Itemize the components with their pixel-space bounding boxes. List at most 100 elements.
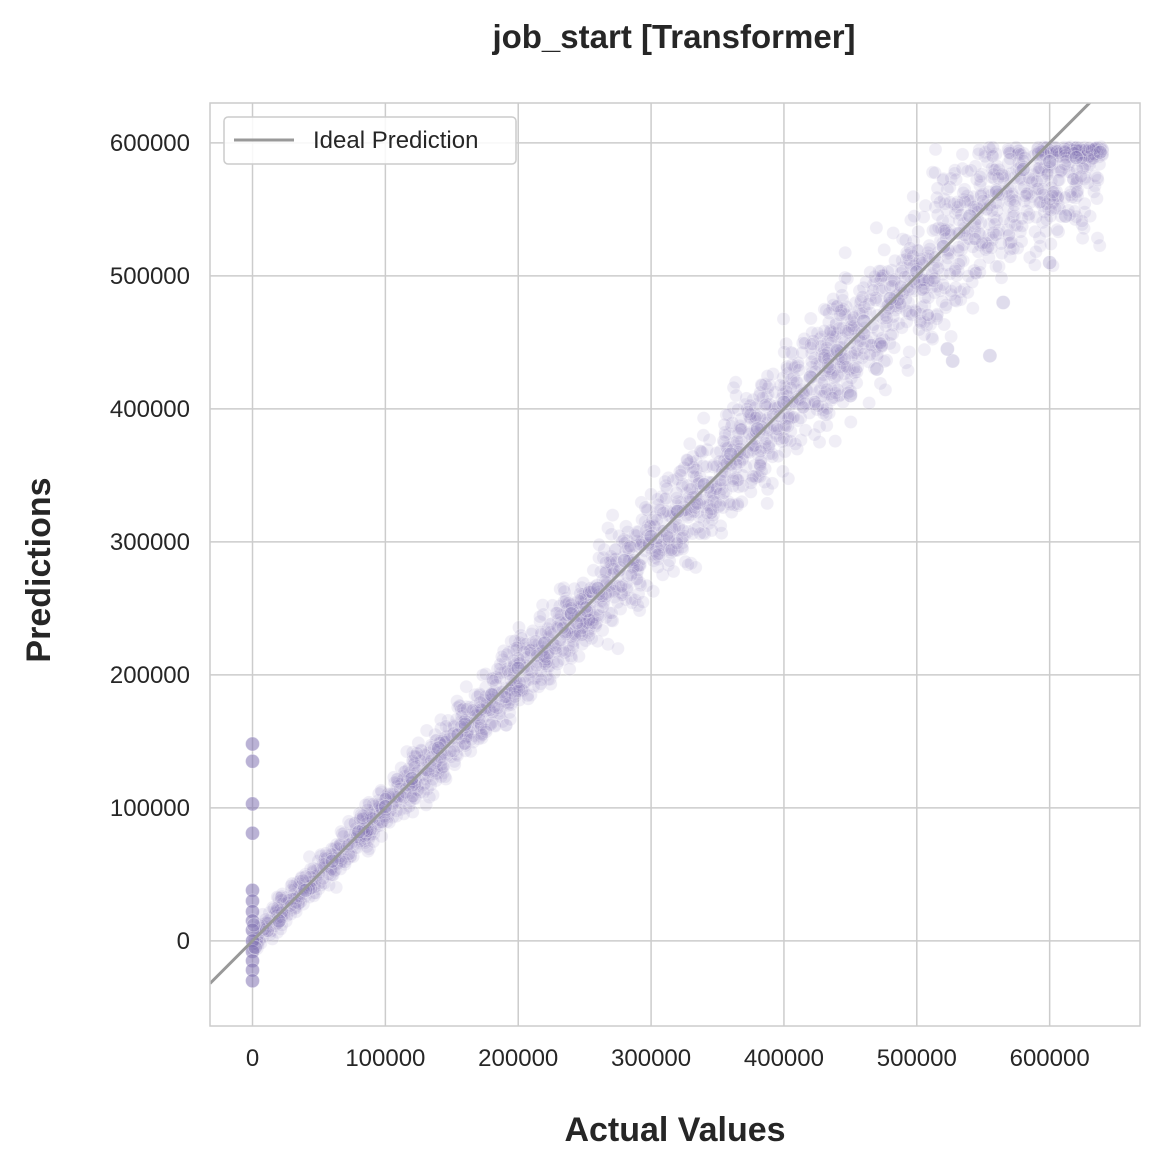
- scatter-point: [776, 312, 791, 326]
- scatter-point: [272, 903, 287, 918]
- scatter-point: [1039, 212, 1054, 227]
- scatter-point: [987, 210, 1001, 225]
- scatter-point: [822, 315, 836, 330]
- scatter-point: [874, 294, 888, 309]
- scatter-point: [348, 821, 363, 836]
- scatter-point: [1044, 197, 1059, 212]
- scatter-point: [768, 385, 783, 400]
- scatter-point: [733, 418, 748, 433]
- scatter-point: [427, 761, 441, 776]
- scatter-point: [829, 346, 844, 361]
- scatter-point: [968, 198, 983, 213]
- scatter-point: [317, 859, 332, 874]
- scatter-point: [534, 625, 549, 640]
- scatter-point: [761, 387, 775, 402]
- scatter-point: [482, 700, 497, 715]
- scatter-point: [1090, 170, 1105, 185]
- scatter-point: [279, 890, 294, 905]
- scatter-point: [1074, 151, 1089, 166]
- scatter-point: [1068, 150, 1084, 165]
- scatter-point: [803, 311, 818, 326]
- scatter-point: [536, 607, 551, 622]
- scatter-point: [1058, 208, 1073, 224]
- scatter-point: [866, 277, 881, 292]
- scatter-point: [659, 504, 673, 519]
- scatter-point: [706, 459, 720, 474]
- scatter-point: [245, 736, 260, 752]
- scatter-point: [1040, 167, 1055, 182]
- scatter-point: [777, 421, 792, 436]
- scatter-point: [838, 324, 853, 338]
- scatter-point: [351, 831, 366, 845]
- scatter-point: [680, 452, 694, 467]
- scatter-point: [1068, 140, 1082, 155]
- scatter-point: [542, 648, 556, 663]
- scatter-point: [699, 459, 714, 474]
- scatter-point: [361, 833, 376, 847]
- scatter-point: [1000, 222, 1015, 237]
- scatter-point: [351, 824, 367, 840]
- scatter-point: [421, 746, 436, 760]
- scatter-point: [810, 402, 824, 417]
- scatter-point: [409, 746, 424, 760]
- y-tick-labels: 0 100000 200000 300000 400000 500000 600000: [110, 130, 190, 955]
- scatter-point: [749, 470, 763, 485]
- scatter-point: [702, 432, 717, 447]
- scatter-point: [748, 411, 763, 426]
- scatter-point: [953, 253, 968, 268]
- scatter-point: [362, 797, 377, 812]
- scatter-point: [1067, 140, 1082, 155]
- scatter-point: [1063, 139, 1078, 154]
- scatter-point: [305, 871, 320, 885]
- scatter-point: [512, 620, 526, 635]
- scatter-point: [539, 654, 554, 668]
- scatter-point: [717, 435, 732, 450]
- scatter-point: [296, 897, 311, 911]
- scatter-point: [994, 270, 1009, 285]
- scatter-point: [1028, 257, 1042, 272]
- scatter-point: [776, 370, 791, 385]
- scatter-point: [396, 807, 411, 821]
- scatter-point: [494, 694, 509, 709]
- scatter-point: [479, 696, 494, 711]
- scatter-point: [730, 498, 745, 513]
- scatter-point: [1035, 198, 1050, 213]
- scatter-point: [651, 560, 665, 574]
- scatter-point: [568, 623, 583, 638]
- scatter-point: [1054, 209, 1069, 224]
- scatter-point: [719, 483, 733, 498]
- scatter-point: [418, 771, 433, 786]
- scatter-point: [953, 292, 968, 307]
- scatter-point: [258, 916, 273, 931]
- scatter-point: [1006, 241, 1021, 256]
- scatter-point: [420, 756, 435, 770]
- scatter-point: [738, 397, 752, 412]
- scatter-point: [729, 470, 743, 485]
- scatter-point: [753, 457, 767, 472]
- scatter-point: [1087, 146, 1101, 161]
- scatter-point: [401, 768, 416, 783]
- scatter-point: [817, 323, 832, 338]
- scatter-point: [759, 389, 774, 404]
- scatter-point: [604, 527, 619, 542]
- scatter-point: [686, 460, 701, 475]
- scatter-point: [333, 849, 348, 864]
- scatter-point: [599, 564, 613, 578]
- scatter-point: [1003, 215, 1018, 230]
- scatter-point: [638, 500, 653, 515]
- scatter-point: [1046, 146, 1061, 161]
- scatter-point: [734, 420, 749, 435]
- scatter-point: [1051, 198, 1066, 213]
- scatter-point: [859, 274, 874, 289]
- scatter-point: [824, 393, 839, 408]
- scatter-point: [668, 534, 682, 549]
- scatter-point: [507, 687, 522, 702]
- scatter-point: [480, 708, 495, 723]
- scatter-point: [1067, 143, 1082, 158]
- scatter-point: [716, 500, 730, 515]
- scatter-point: [323, 867, 338, 882]
- x-axis-label: Actual Values: [564, 1111, 785, 1149]
- scatter-point: [513, 628, 528, 643]
- scatter-point: [895, 253, 910, 268]
- scatter-point: [365, 816, 380, 831]
